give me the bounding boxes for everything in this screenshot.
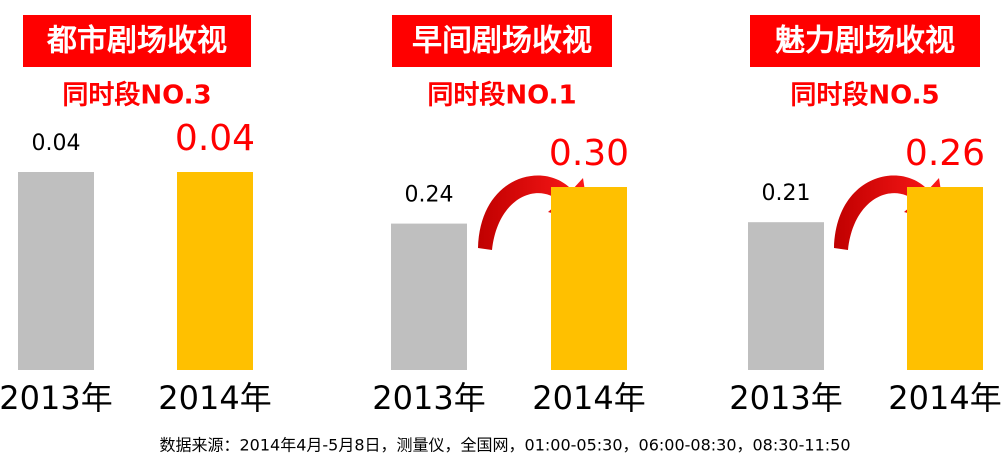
value-label: 0.26	[905, 133, 985, 174]
value-label: 0.21	[762, 181, 811, 206]
x-tick-label: 2014年	[158, 379, 271, 417]
source-note: 数据来源：2014年4月-5月8日，测量仪，全国网，01:00-05:30，06…	[159, 436, 850, 455]
title-box	[750, 15, 980, 67]
bar	[18, 172, 94, 370]
panel-subtitle: 同时段NO.3	[62, 80, 211, 111]
panel-title: 早间剧场收视	[412, 24, 592, 59]
bar	[551, 187, 627, 370]
panel-subtitle: 同时段NO.5	[790, 80, 939, 111]
panel-title: 魅力剧场收视	[775, 24, 955, 59]
bar	[907, 187, 983, 370]
title-box	[23, 15, 251, 67]
value-label: 0.04	[175, 118, 255, 159]
title-box	[392, 15, 612, 67]
x-tick-label: 2014年	[888, 379, 1001, 417]
panel-title: 都市剧场收视	[46, 24, 227, 59]
value-label: 0.04	[32, 131, 81, 156]
x-tick-label: 2013年	[0, 379, 113, 417]
bar	[748, 222, 824, 370]
value-label: 0.24	[405, 183, 454, 208]
x-tick-label: 2014年	[532, 379, 645, 417]
bar	[177, 172, 253, 370]
panel-subtitle: 同时段NO.1	[427, 80, 576, 111]
bar	[391, 223, 467, 370]
x-tick-label: 2013年	[372, 379, 485, 417]
value-label: 0.30	[549, 133, 629, 174]
x-tick-label: 2013年	[729, 379, 842, 417]
